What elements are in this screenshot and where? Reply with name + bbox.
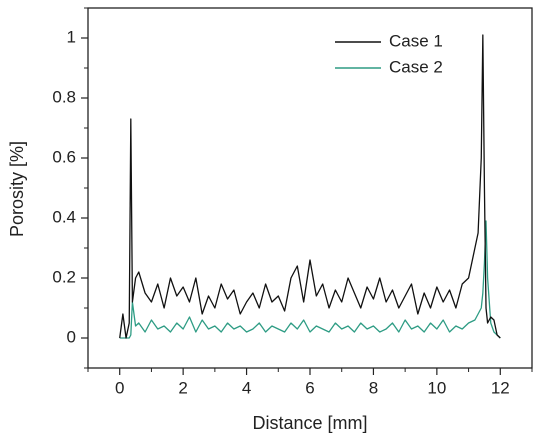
legend-label: Case 2: [389, 57, 443, 76]
y-tick-label: 0.8: [52, 87, 76, 106]
x-tick-label: 4: [242, 378, 251, 397]
y-tick-label: 0.2: [52, 267, 76, 286]
x-tick-label: 6: [305, 378, 314, 397]
y-tick-label: 0: [67, 327, 76, 346]
x-axis-title: Distance [mm]: [252, 413, 367, 433]
legend-label: Case 1: [389, 31, 443, 50]
data-line: [119, 34, 501, 339]
x-tick-label: 10: [427, 378, 446, 397]
y-tick-label: 0.6: [52, 147, 76, 166]
y-tick-label: 0.4: [52, 207, 76, 226]
y-tick-label: 1: [67, 27, 76, 46]
x-tick-label: 2: [178, 378, 187, 397]
x-tick-label: 8: [369, 378, 378, 397]
y-axis-title: Porosity [%]: [7, 141, 27, 237]
x-tick-label: 0: [115, 378, 124, 397]
plot-frame: [87, 7, 533, 369]
data-line: [119, 220, 501, 339]
x-tick-label: 12: [491, 378, 510, 397]
